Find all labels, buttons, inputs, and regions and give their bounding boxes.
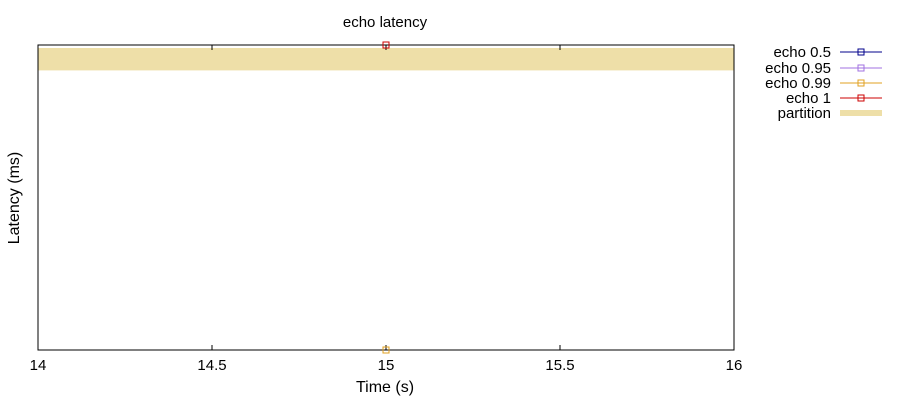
legend-marker (857, 79, 865, 87)
y-axis-label: Latency (ms) (6, 152, 23, 244)
legend-swatch (840, 110, 882, 116)
legend-label: partition (778, 105, 831, 122)
x-tick-label: 14 (30, 357, 47, 374)
x-tick-label: 14.5 (197, 357, 226, 374)
partition-band (38, 48, 734, 71)
legend-label: echo 1 (786, 90, 831, 107)
data-point (382, 41, 390, 49)
legend-marker (857, 48, 865, 56)
x-tick-label: 15.5 (545, 357, 574, 374)
x-axis-label: Time (s) (356, 379, 414, 396)
x-tick-label: 16 (726, 357, 743, 374)
data-point (382, 346, 390, 354)
legend-label: echo 0.95 (765, 60, 831, 77)
plot-frame (37, 44, 735, 351)
plot-area: 14 14.5 15 15.5 16 (30, 41, 743, 374)
legend-label: echo 0.5 (773, 44, 831, 61)
legend-marker (857, 94, 865, 102)
x-tick-label: 15 (378, 357, 395, 374)
chart-title: echo latency (343, 14, 428, 31)
legend-label: echo 0.99 (765, 75, 831, 92)
legend-marker (857, 64, 865, 72)
